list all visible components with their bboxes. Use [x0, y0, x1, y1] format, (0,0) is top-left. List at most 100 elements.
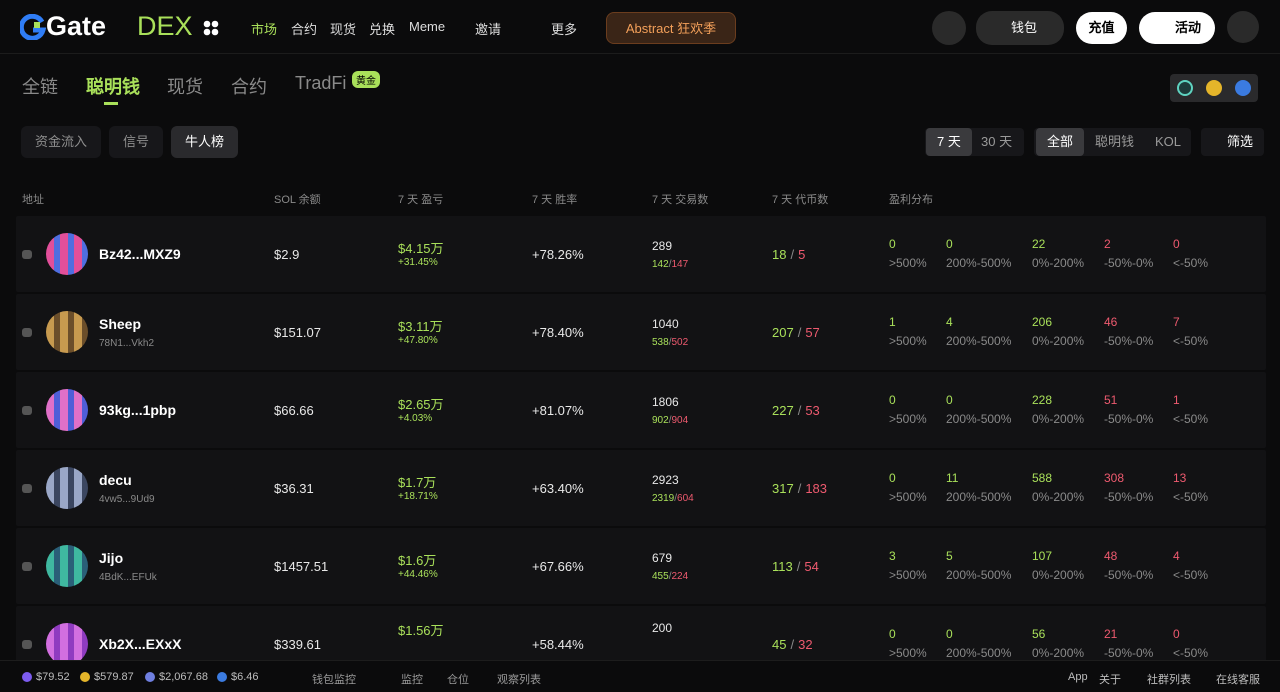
- footer-link[interactable]: App: [1068, 671, 1088, 683]
- avatar: [46, 311, 88, 353]
- filter[interactable]: 聪明钱: [1095, 134, 1135, 149]
- table-row[interactable]: Xb2X...EXxX $339.61 $1.56万 +58.44% 200 45/32 0…: [16, 606, 1266, 660]
- trades-split: 455/224: [652, 571, 688, 582]
- subtab[interactable]: 牛人榜: [171, 126, 239, 158]
- distribution-label: <-50%: [1173, 490, 1209, 504]
- sells: 502: [671, 337, 689, 348]
- chain-icon[interactable]: [1235, 80, 1251, 96]
- period[interactable]: 30 天: [981, 134, 1013, 149]
- pnl: $2.65万: [398, 397, 444, 412]
- column-header[interactable]: 7 天 胜率: [532, 194, 578, 206]
- tab[interactable]: TradFi: [295, 73, 347, 93]
- favorite-icon[interactable]: [22, 640, 32, 649]
- price[interactable]: $579.87: [94, 671, 134, 683]
- table-row[interactable]: Sheep 78N1...Vkh2 $151.07 $3.11万 +47.80% +78.…: [16, 294, 1266, 370]
- column-header: 7 天 代币数: [772, 194, 829, 206]
- favorite-icon[interactable]: [22, 406, 32, 415]
- favorite-icon[interactable]: [22, 250, 32, 259]
- trades: 289: [652, 239, 673, 253]
- tab[interactable]: 全链: [22, 77, 58, 97]
- column-header[interactable]: SOL 余额: [274, 194, 321, 206]
- tokens-win: 227: [772, 403, 794, 418]
- distribution-label: >500%: [889, 490, 927, 504]
- search-button[interactable]: [932, 11, 966, 45]
- activity-button[interactable]: 活动: [1139, 12, 1215, 44]
- settings-button[interactable]: [1227, 11, 1259, 43]
- trader-name[interactable]: Jijo: [99, 550, 124, 566]
- tokens-win: 207: [772, 325, 794, 340]
- tab[interactable]: 现货: [167, 77, 203, 97]
- favorite-icon[interactable]: [22, 562, 32, 571]
- winrate: +58.44%: [532, 637, 584, 652]
- distribution-count: 0: [889, 237, 896, 251]
- promo[interactable]: Abstract 狂欢季: [606, 12, 736, 44]
- footer-link[interactable]: 关于: [1099, 674, 1121, 686]
- trader-name[interactable]: Sheep: [99, 316, 142, 332]
- filter[interactable]: 全部: [1036, 128, 1085, 156]
- trader-name[interactable]: Xb2X...EXxX: [99, 636, 182, 652]
- distribution-count: 5: [946, 549, 953, 563]
- nav-item[interactable]: 兑换: [369, 22, 396, 37]
- distribution-label: 200%-500%: [946, 412, 1012, 426]
- nav-item[interactable]: 现货: [330, 22, 357, 37]
- distribution-label: 0%-200%: [1032, 646, 1085, 660]
- favorite-icon[interactable]: [22, 484, 32, 493]
- footer-link[interactable]: 监控: [401, 674, 423, 686]
- footer-link[interactable]: 仓位: [447, 674, 469, 686]
- footer-link[interactable]: 社群列表: [1147, 674, 1191, 686]
- subtab[interactable]: 资金流入: [21, 126, 102, 158]
- distribution-count: 46: [1104, 315, 1118, 329]
- distribution-count: 1: [889, 315, 896, 329]
- favorite-icon[interactable]: [22, 328, 32, 337]
- distribution-label: 0%-200%: [1032, 256, 1085, 270]
- table-row[interactable]: Bz42...MXZ9 $2.9 $4.15万 +31.45% +78.26% 289 14…: [16, 216, 1266, 292]
- trader-name[interactable]: decu: [99, 472, 132, 488]
- price[interactable]: $6.46: [231, 671, 259, 683]
- nav-item[interactable]: 更多: [551, 22, 578, 37]
- logo-suffix: DEX: [137, 11, 193, 41]
- distribution-label: -50%-0%: [1104, 490, 1154, 504]
- apps-icon[interactable]: [203, 20, 219, 36]
- chain-icon[interactable]: [1177, 80, 1193, 96]
- footer-link[interactable]: 钱包监控: [312, 674, 356, 686]
- column-header[interactable]: 7 天 盈亏: [398, 194, 444, 206]
- trader-name[interactable]: 93kg...1pbp: [99, 402, 177, 418]
- pnl-percent: +44.46%: [398, 569, 438, 580]
- period[interactable]: 7 天: [926, 128, 972, 156]
- distribution-label: -50%-0%: [1104, 412, 1154, 426]
- nav-item[interactable]: 市场: [251, 22, 278, 37]
- distribution-label: 200%-500%: [946, 646, 1012, 660]
- nav-item[interactable]: 邀请: [475, 22, 502, 37]
- tab[interactable]: 合约: [231, 77, 267, 97]
- distribution-count: 13: [1173, 471, 1187, 485]
- nav-item[interactable]: 合约: [291, 22, 318, 37]
- distribution-label: >500%: [889, 412, 927, 426]
- avatar: [46, 233, 88, 275]
- distribution-label: 0%-200%: [1032, 490, 1085, 504]
- distribution-label: 200%-500%: [946, 334, 1012, 348]
- wallet-button[interactable]: 钱包: [976, 11, 1064, 45]
- nav-item[interactable]: Meme: [409, 19, 446, 34]
- pnl: $1.6万: [398, 553, 437, 568]
- price[interactable]: $2,067.68: [159, 671, 208, 683]
- table-row[interactable]: Jijo 4BdK...EFUk $1457.51 $1.6万 +44.46% +67.6…: [16, 528, 1266, 604]
- footer-link[interactable]: 在线客服: [1216, 674, 1260, 686]
- table-row[interactable]: decu 4vw5...9Ud9 $36.31 $1.7万 +18.71% +63.40%…: [16, 450, 1266, 526]
- deposit-button[interactable]: 充值: [1076, 12, 1127, 44]
- column-header[interactable]: 7 天 交易数: [652, 194, 709, 206]
- table-row[interactable]: 93kg...1pbp $66.66 $2.65万 +4.03% +81.07% 1806…: [16, 372, 1266, 448]
- token-count: 227/53: [772, 403, 820, 418]
- filter[interactable]: KOL: [1155, 134, 1182, 149]
- tab[interactable]: 聪明钱: [86, 77, 140, 97]
- filter-button[interactable]: 筛选: [1201, 128, 1265, 156]
- trader-name[interactable]: Bz42...MXZ9: [99, 246, 181, 262]
- price[interactable]: $79.52: [36, 671, 70, 683]
- header: Gate DEX Abstract 狂欢季 钱包 充值 活动: [0, 0, 1280, 54]
- distribution-count: 4: [946, 315, 953, 329]
- chain-icon[interactable]: [1206, 80, 1222, 96]
- subtab[interactable]: 信号: [109, 126, 164, 158]
- chain-switch[interactable]: [1170, 74, 1258, 102]
- logo[interactable]: Gate: [46, 11, 107, 41]
- footer-link[interactable]: 观察列表: [497, 674, 541, 686]
- avatar: [46, 623, 88, 660]
